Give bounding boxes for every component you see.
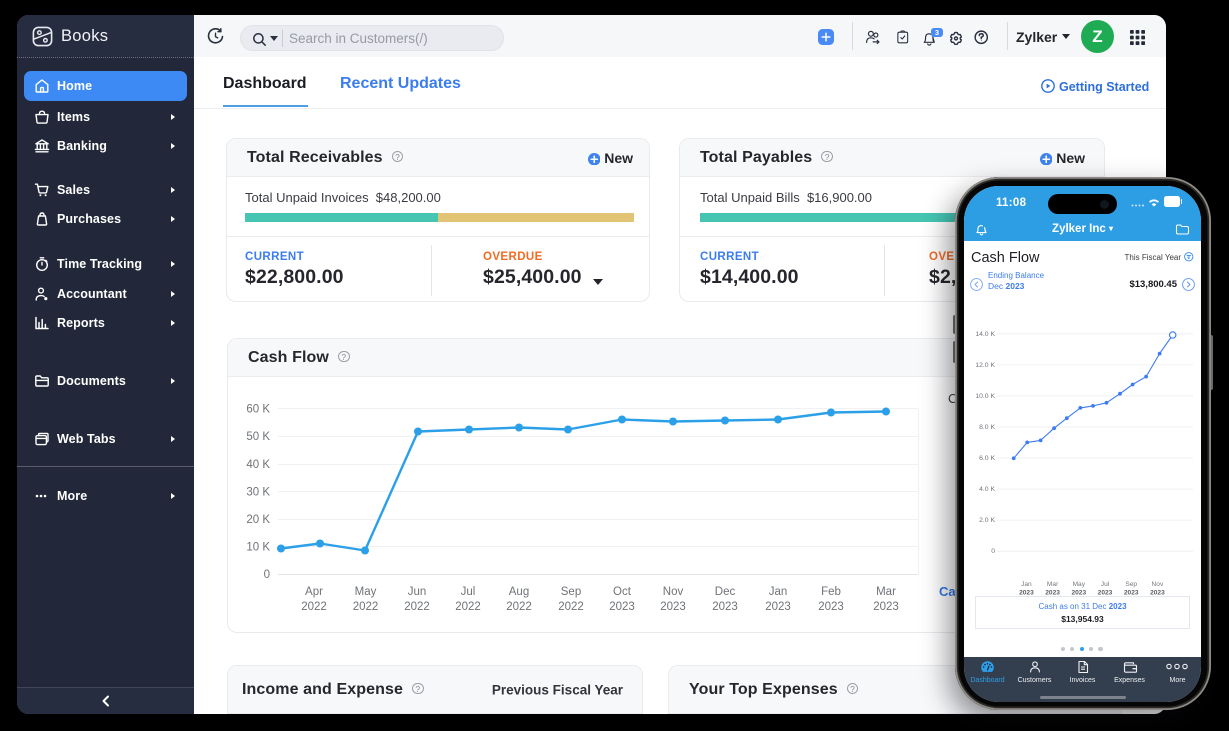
- svg-text:Mar: Mar: [1047, 581, 1059, 588]
- svg-text:10.0 K: 10.0 K: [975, 393, 995, 400]
- svg-text:2023: 2023: [712, 601, 738, 613]
- svg-text:2.0 K: 2.0 K: [979, 517, 995, 524]
- svg-text:8.0 K: 8.0 K: [979, 424, 995, 431]
- svg-text:20 K: 20 K: [246, 514, 270, 526]
- svg-text:2022: 2022: [353, 601, 379, 613]
- svg-text:Mar: Mar: [876, 586, 896, 598]
- svg-text:14.0 K: 14.0 K: [975, 331, 995, 338]
- svg-text:Nov: Nov: [1152, 581, 1164, 588]
- svg-text:30 K: 30 K: [246, 487, 270, 499]
- svg-text:2022: 2022: [404, 601, 430, 613]
- svg-text:2023: 2023: [1071, 590, 1086, 597]
- svg-text:2023: 2023: [1150, 590, 1165, 597]
- svg-text:Nov: Nov: [663, 586, 684, 598]
- svg-text:2022: 2022: [506, 601, 532, 613]
- svg-text:2022: 2022: [455, 601, 481, 613]
- svg-text:2023: 2023: [609, 601, 635, 613]
- svg-text:40 K: 40 K: [246, 459, 270, 471]
- svg-text:2023: 2023: [1124, 590, 1139, 597]
- svg-text:10 K: 10 K: [246, 542, 270, 554]
- svg-text:Jul: Jul: [461, 586, 476, 598]
- svg-text:Dec: Dec: [715, 586, 736, 598]
- svg-text:2023: 2023: [660, 601, 686, 613]
- svg-text:2023: 2023: [1019, 590, 1034, 597]
- svg-text:4.0 K: 4.0 K: [979, 486, 995, 493]
- svg-text:Jun: Jun: [408, 586, 427, 598]
- svg-text:0: 0: [264, 569, 270, 581]
- svg-text:2023: 2023: [818, 601, 844, 613]
- svg-text:2023: 2023: [1045, 590, 1060, 597]
- svg-text:60 K: 60 K: [246, 404, 270, 416]
- svg-text:May: May: [1073, 581, 1086, 588]
- svg-text:2023: 2023: [1098, 590, 1113, 597]
- svg-text:50 K: 50 K: [246, 431, 270, 443]
- svg-text:Aug: Aug: [509, 586, 529, 598]
- svg-text:2022: 2022: [301, 601, 327, 613]
- svg-text:6.0 K: 6.0 K: [979, 455, 995, 462]
- svg-text:0: 0: [991, 548, 995, 555]
- svg-text:May: May: [355, 586, 377, 598]
- svg-text:Oct: Oct: [613, 586, 632, 598]
- svg-text:12.0 K: 12.0 K: [975, 362, 995, 369]
- svg-text:Feb: Feb: [821, 586, 841, 598]
- svg-text:Sep: Sep: [561, 586, 581, 598]
- svg-text:2023: 2023: [765, 601, 791, 613]
- svg-text:Sep: Sep: [1125, 581, 1137, 588]
- svg-text:Jul: Jul: [1101, 581, 1110, 588]
- svg-text:Apr: Apr: [305, 586, 323, 598]
- svg-text:Jan: Jan: [1021, 581, 1032, 588]
- svg-text:Jan: Jan: [769, 586, 788, 598]
- svg-text:2023: 2023: [873, 601, 899, 613]
- svg-text:2022: 2022: [558, 601, 584, 613]
